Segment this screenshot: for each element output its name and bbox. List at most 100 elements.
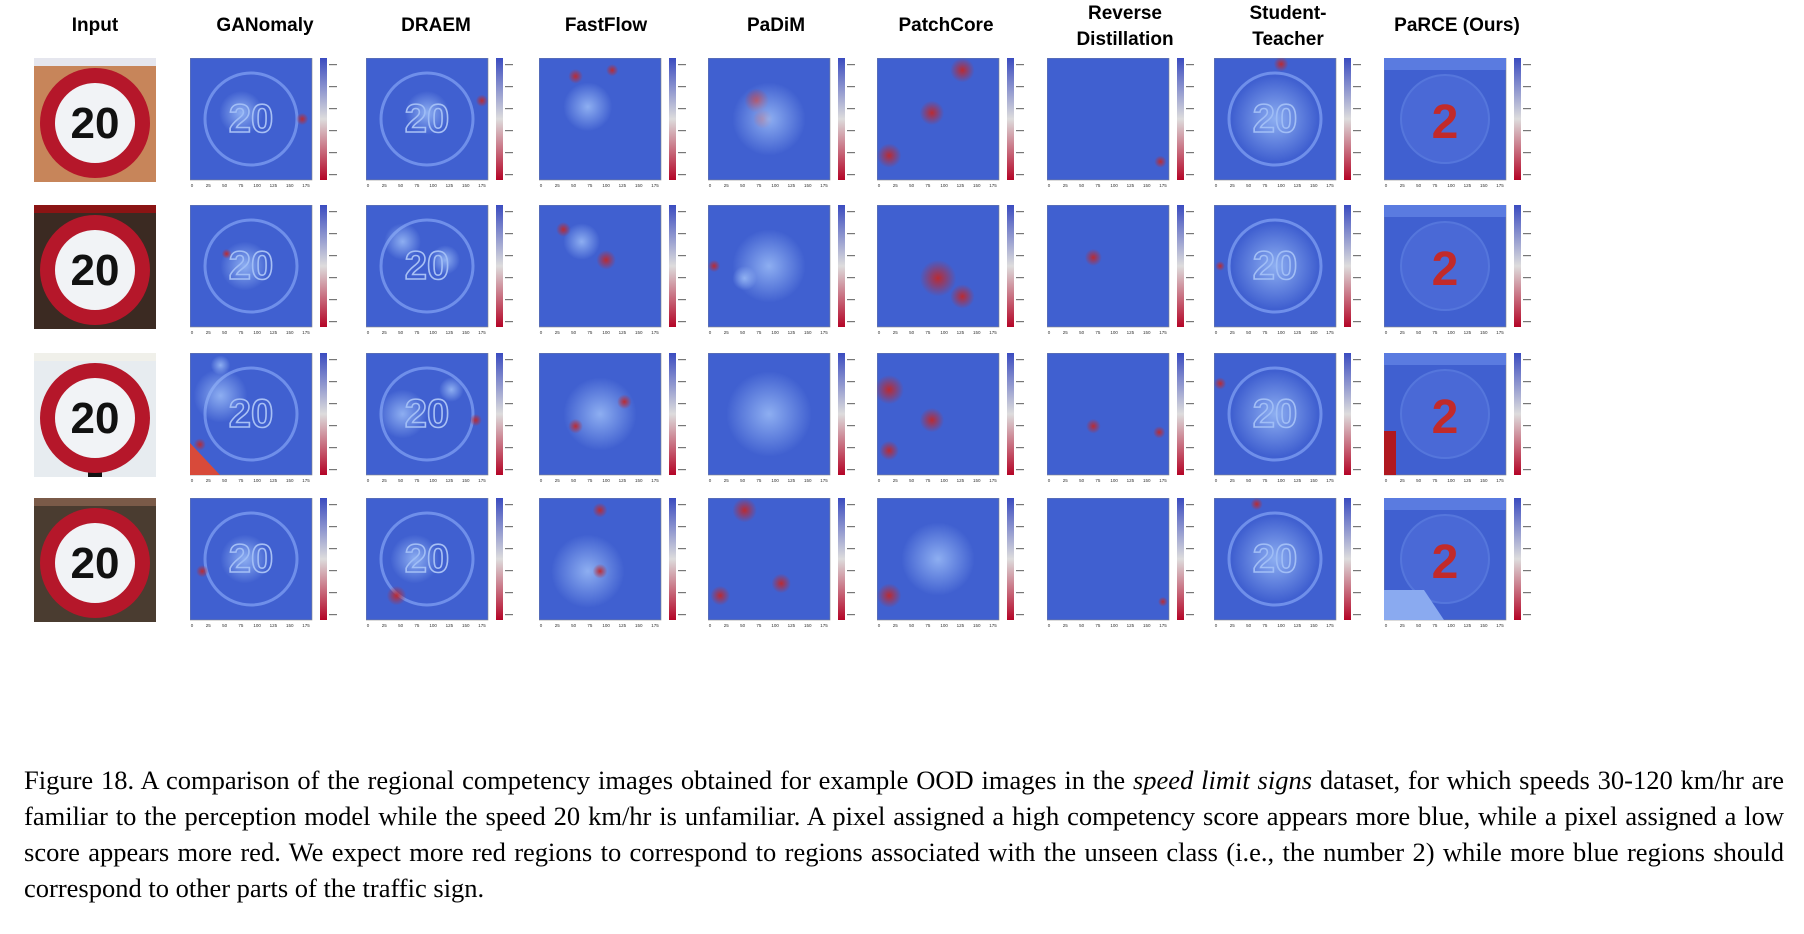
- svg-text:75: 75: [238, 183, 244, 188]
- competency-heatmap: 0 25 50 75 100 125 150 175: [1047, 353, 1194, 483]
- svg-text:75: 75: [1262, 183, 1268, 188]
- panel-patchcore-row-4: 0 25 50 75 100 125 150 175: [877, 498, 1027, 630]
- svg-text:125: 125: [1464, 330, 1472, 335]
- svg-text:125: 125: [619, 623, 627, 628]
- svg-text:50: 50: [222, 623, 228, 628]
- panel-parce-row-2: 2 0 25 50 75 100 125 150 175: [1384, 205, 1534, 337]
- svg-text:75: 75: [587, 478, 593, 483]
- svg-text:125: 125: [1127, 478, 1135, 483]
- svg-text:25: 25: [1230, 330, 1236, 335]
- svg-text:175: 175: [651, 623, 659, 628]
- svg-text:75: 75: [1095, 183, 1101, 188]
- svg-text:125: 125: [446, 478, 454, 483]
- svg-text:75: 75: [756, 623, 762, 628]
- svg-text:150: 150: [286, 478, 294, 483]
- svg-text:50: 50: [571, 623, 577, 628]
- unseen-digit: 2: [1432, 96, 1459, 149]
- svg-text:50: 50: [398, 623, 404, 628]
- colorbar: [669, 58, 676, 180]
- svg-text:0: 0: [540, 478, 543, 483]
- competency-heatmap: 2 0 25 50 75 100 125 150 175: [1384, 498, 1531, 628]
- svg-text:75: 75: [1095, 623, 1101, 628]
- colorbar: [320, 205, 327, 327]
- svg-text:50: 50: [571, 478, 577, 483]
- svg-text:25: 25: [893, 478, 899, 483]
- colorbar: [496, 58, 503, 180]
- svg-text:25: 25: [382, 623, 388, 628]
- svg-text:75: 75: [414, 623, 420, 628]
- svg-text:125: 125: [1464, 183, 1472, 188]
- svg-text:50: 50: [1079, 330, 1085, 335]
- svg-text:100: 100: [429, 478, 437, 483]
- svg-text:150: 150: [635, 623, 643, 628]
- unseen-digit: 2: [1432, 243, 1459, 296]
- svg-text:75: 75: [1432, 623, 1438, 628]
- svg-text:75: 75: [587, 183, 593, 188]
- svg-text:0: 0: [191, 623, 194, 628]
- svg-text:100: 100: [771, 623, 779, 628]
- svg-text:50: 50: [1246, 623, 1252, 628]
- svg-text:50: 50: [571, 183, 577, 188]
- column-header-stuteach: Student- Teacher: [1249, 3, 1327, 50]
- svg-text:0: 0: [1048, 183, 1051, 188]
- competency-heatmap: 0 25 50 75 100 125 150 175: [708, 353, 855, 483]
- svg-text:0: 0: [709, 183, 712, 188]
- svg-text:50: 50: [1416, 330, 1422, 335]
- svg-text:175: 175: [651, 330, 659, 335]
- svg-text:50: 50: [740, 623, 746, 628]
- colorbar: [1514, 353, 1521, 475]
- colorbar: [838, 205, 845, 327]
- column-header-patchcore: PatchCore: [898, 15, 994, 36]
- panel-revdist-row-1: 0 25 50 75 100 125 150 175: [1047, 58, 1197, 190]
- svg-text:0: 0: [540, 330, 543, 335]
- svg-text:175: 175: [1496, 478, 1504, 483]
- colorbar: [669, 353, 676, 475]
- svg-text:75: 75: [756, 478, 762, 483]
- svg-text:100: 100: [1447, 183, 1455, 188]
- colorbar: [1344, 205, 1351, 327]
- panel-padim-row-3: 0 25 50 75 100 125 150 175: [708, 353, 858, 485]
- svg-text:75: 75: [756, 183, 762, 188]
- caption-lead: Figure 18. A comparison of the regional …: [24, 765, 1133, 795]
- svg-text:50: 50: [1416, 623, 1422, 628]
- svg-text:0: 0: [709, 623, 712, 628]
- svg-text:50: 50: [740, 330, 746, 335]
- column-header-draem: DRAEM: [401, 15, 471, 36]
- svg-text:175: 175: [820, 183, 828, 188]
- panel-revdist-row-3: 0 25 50 75 100 125 150 175: [1047, 353, 1197, 485]
- colorbar: [1514, 205, 1521, 327]
- sign-number: 20: [71, 246, 120, 295]
- svg-text:50: 50: [740, 478, 746, 483]
- panel-padim-row-1: 0 25 50 75 100 125 150 175: [708, 58, 858, 190]
- figure-caption: Figure 18. A comparison of the regional …: [24, 762, 1784, 906]
- svg-text:50: 50: [909, 183, 915, 188]
- svg-text:150: 150: [462, 330, 470, 335]
- svg-text:150: 150: [804, 478, 812, 483]
- svg-text:150: 150: [635, 330, 643, 335]
- svg-text:50: 50: [222, 478, 228, 483]
- svg-text:75: 75: [1262, 330, 1268, 335]
- svg-text:150: 150: [973, 183, 981, 188]
- svg-text:50: 50: [571, 330, 577, 335]
- svg-text:150: 150: [635, 183, 643, 188]
- svg-text:150: 150: [1310, 183, 1318, 188]
- colorbar: [1007, 205, 1014, 327]
- svg-text:100: 100: [602, 183, 610, 188]
- colorbar: [1514, 498, 1521, 620]
- svg-text:100: 100: [429, 330, 437, 335]
- svg-text:25: 25: [206, 183, 212, 188]
- svg-text:25: 25: [1400, 330, 1406, 335]
- colorbar: [669, 498, 676, 620]
- svg-text:75: 75: [414, 330, 420, 335]
- svg-text:50: 50: [222, 183, 228, 188]
- svg-text:25: 25: [893, 330, 899, 335]
